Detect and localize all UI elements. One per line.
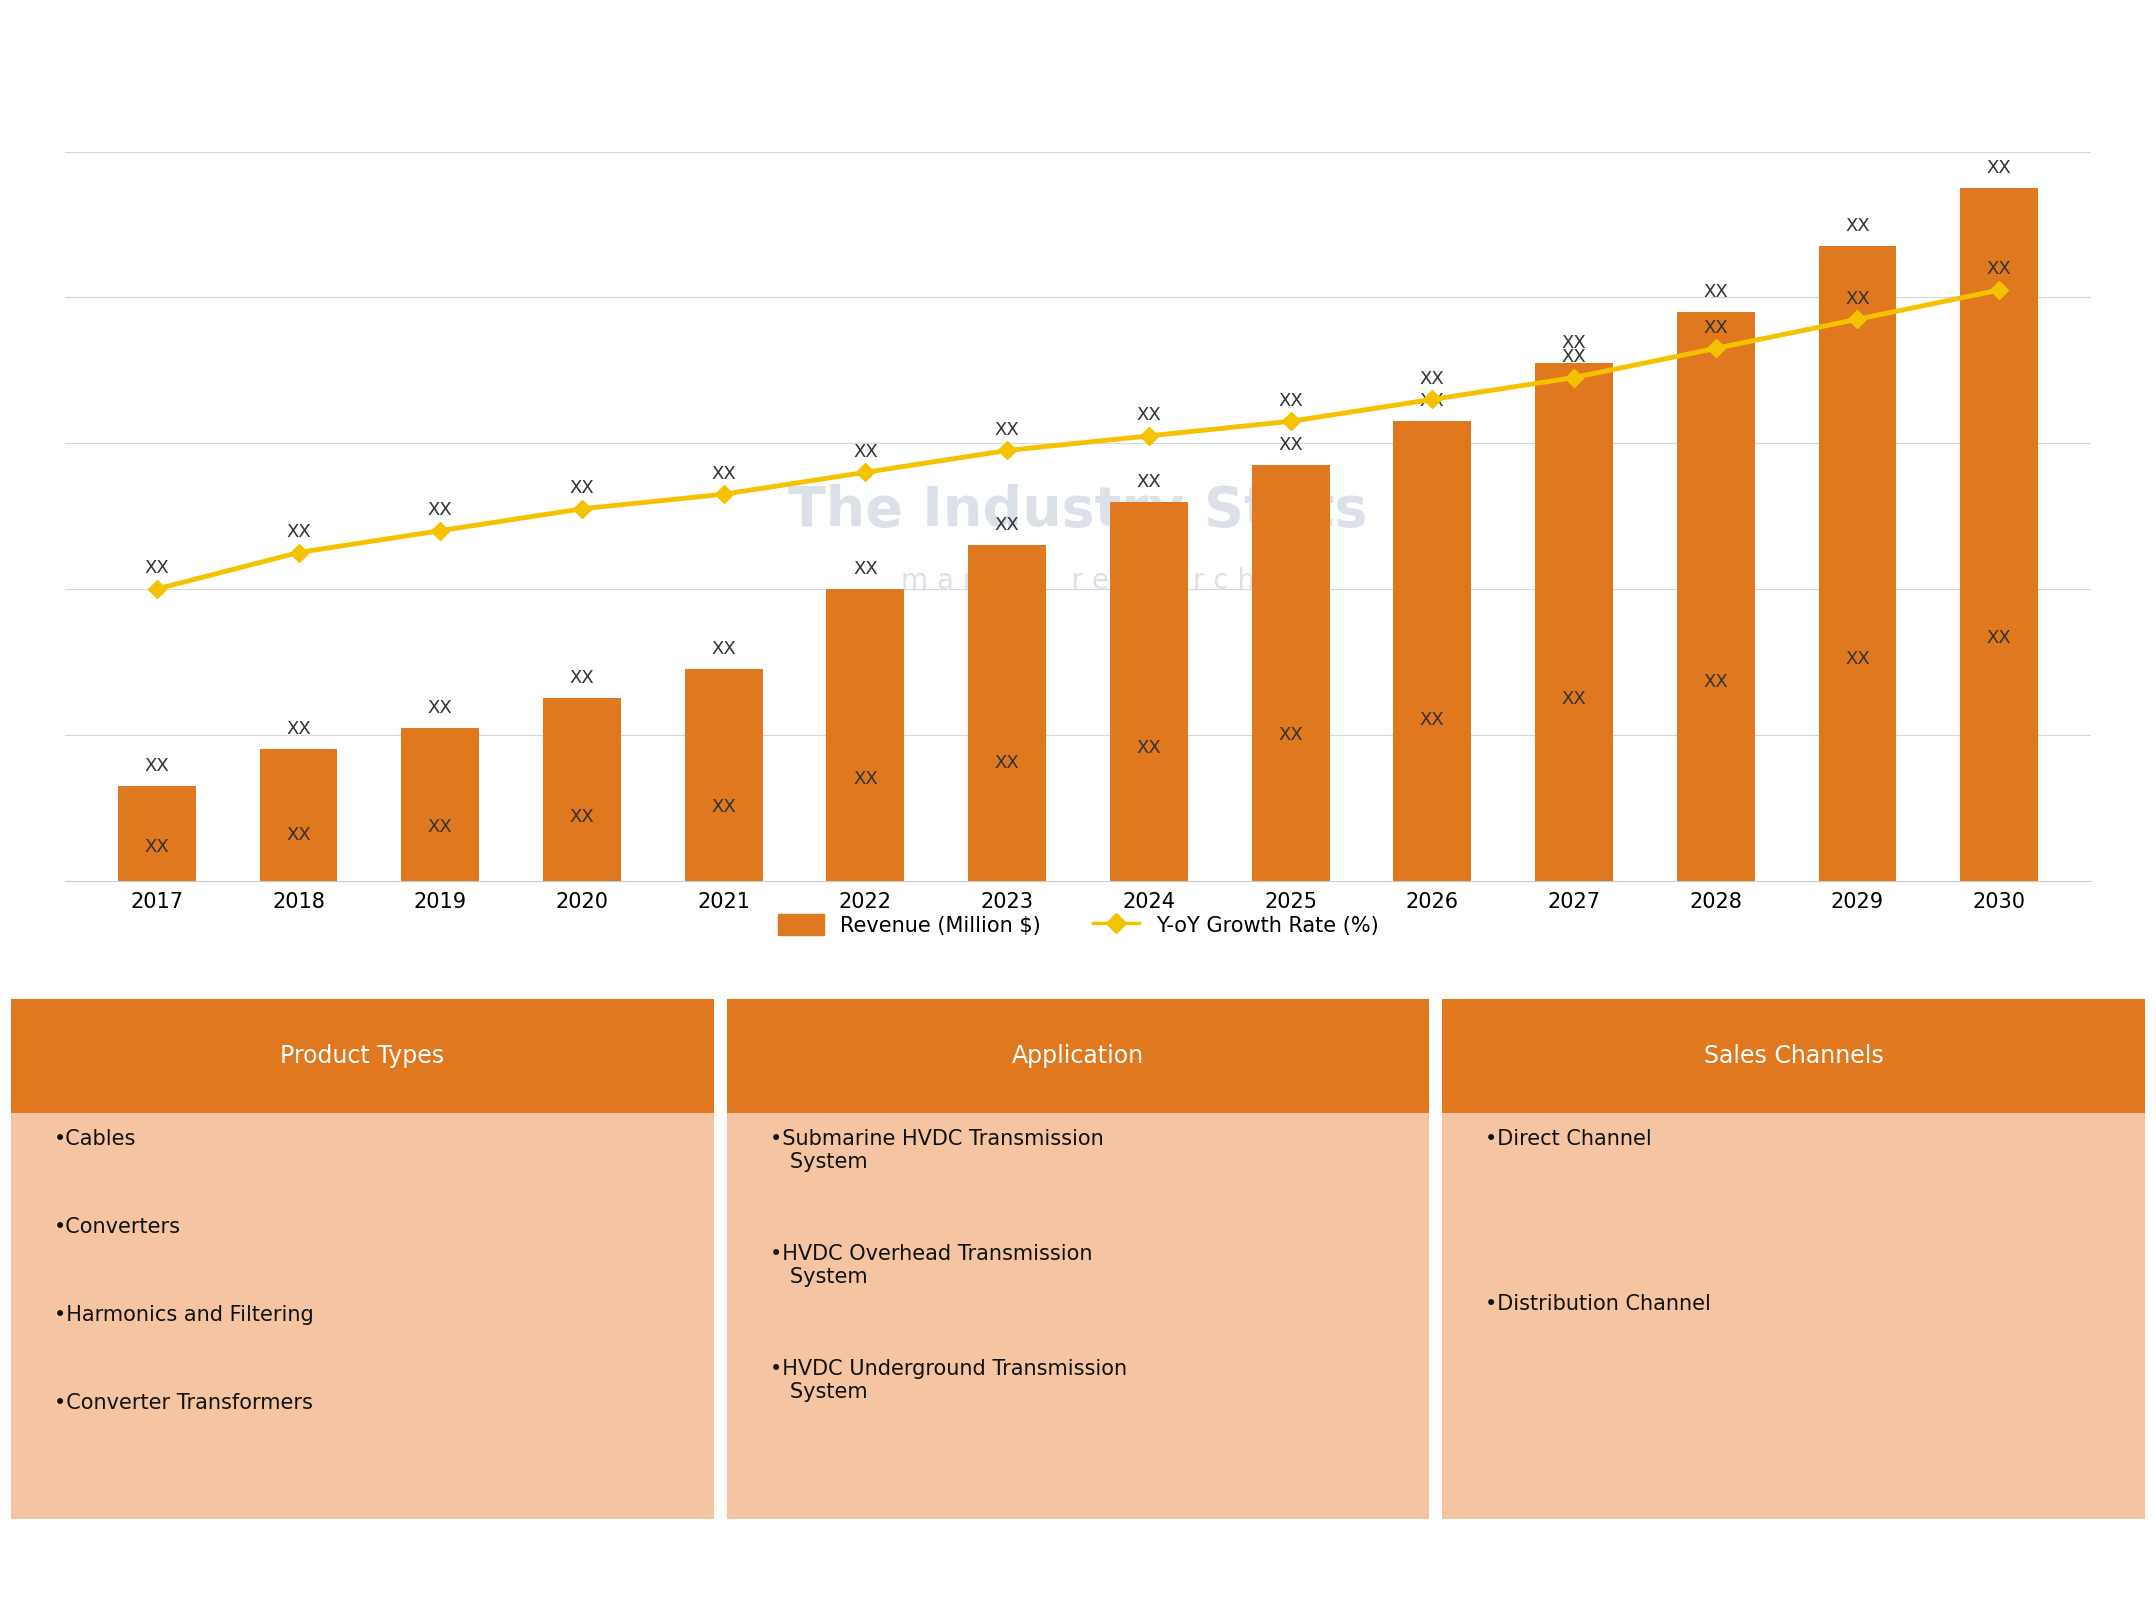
Text: XX: XX [569, 808, 595, 826]
Bar [1535, 363, 1613, 881]
Text: Email: sales@theindustrystats.com: Email: sales@theindustrystats.com [886, 1554, 1270, 1572]
Legend: Revenue (Million $), Y-oY Growth Rate (%): Revenue (Million $), Y-oY Growth Rate (%… [770, 906, 1386, 943]
Text: Sales Channels: Sales Channels [1703, 1045, 1884, 1069]
Bar [1253, 464, 1330, 881]
Bar [259, 749, 338, 881]
Text: XX: XX [854, 561, 877, 579]
Bar [968, 545, 1046, 881]
Text: XX: XX [1988, 630, 2012, 648]
Bar [686, 669, 763, 881]
Text: XX: XX [1988, 159, 2012, 177]
Text: XX: XX [1561, 334, 1587, 352]
Text: XX: XX [427, 699, 453, 717]
Text: The Industry Stats: The Industry Stats [789, 484, 1367, 538]
Text: XX: XX [1136, 472, 1162, 490]
Text: XX: XX [144, 839, 168, 857]
FancyBboxPatch shape [1442, 1000, 2145, 1519]
Text: Application: Application [1011, 1045, 1145, 1069]
Text: XX: XX [711, 797, 735, 816]
Bar [1393, 421, 1470, 881]
Text: XX: XX [711, 464, 735, 482]
Text: XX: XX [427, 818, 453, 836]
Text: Website: www.theindustrystats.com: Website: www.theindustrystats.com [1714, 1554, 2113, 1572]
Text: Product Types: Product Types [280, 1045, 444, 1069]
FancyBboxPatch shape [11, 1000, 714, 1519]
Text: XX: XX [1846, 217, 1869, 235]
Text: •HVDC Underground Transmission
   System: •HVDC Underground Transmission System [770, 1360, 1128, 1401]
FancyBboxPatch shape [1442, 1000, 2145, 1114]
Text: XX: XX [994, 516, 1020, 534]
Bar [119, 786, 196, 881]
Text: XX: XX [1421, 392, 1445, 410]
Bar [1818, 246, 1897, 881]
Text: XX: XX [1279, 392, 1302, 410]
Text: XX: XX [1703, 318, 1729, 337]
Text: m a r k e t   r e s e a r c h: m a r k e t r e s e a r c h [901, 567, 1255, 596]
Text: •Direct Channel: •Direct Channel [1485, 1130, 1651, 1149]
Text: XX: XX [1421, 710, 1445, 730]
Text: •Cables: •Cables [54, 1130, 136, 1149]
Text: XX: XX [854, 770, 877, 787]
Text: XX: XX [1988, 260, 2012, 278]
Text: •Distribution Channel: •Distribution Channel [1485, 1294, 1712, 1315]
Text: XX: XX [569, 670, 595, 688]
Text: XX: XX [1846, 649, 1869, 667]
Text: XX: XX [287, 720, 310, 739]
Text: XX: XX [1703, 673, 1729, 691]
Text: •HVDC Overhead Transmission
   System: •HVDC Overhead Transmission System [770, 1244, 1093, 1287]
Text: XX: XX [1561, 347, 1587, 366]
Text: •Harmonics and Filtering: •Harmonics and Filtering [54, 1305, 313, 1326]
Text: XX: XX [994, 421, 1020, 439]
FancyBboxPatch shape [11, 1000, 714, 1114]
Text: XX: XX [994, 754, 1020, 773]
Text: •Converter Transformers: •Converter Transformers [54, 1393, 313, 1414]
Text: XX: XX [569, 479, 595, 497]
Text: XX: XX [854, 442, 877, 461]
Text: XX: XX [1279, 726, 1302, 744]
Text: XX: XX [427, 501, 453, 519]
Text: XX: XX [1279, 435, 1302, 455]
Text: •Converters: •Converters [54, 1216, 181, 1237]
Bar [1677, 312, 1755, 881]
Text: •Submarine HVDC Transmission
   System: •Submarine HVDC Transmission System [770, 1130, 1104, 1173]
Text: Source: Theindustrystats Analysis: Source: Theindustrystats Analysis [43, 1554, 418, 1572]
Text: XX: XX [1136, 739, 1162, 757]
Bar [543, 699, 621, 881]
Text: XX: XX [711, 640, 735, 659]
Bar [1110, 501, 1188, 881]
FancyBboxPatch shape [727, 1000, 1429, 1114]
Text: XX: XX [1703, 283, 1729, 301]
Bar [826, 590, 903, 881]
Text: XX: XX [144, 757, 168, 775]
Text: XX: XX [1561, 691, 1587, 709]
Text: XX: XX [1136, 407, 1162, 424]
Text: XX: XX [1421, 370, 1445, 387]
Bar [1960, 188, 2037, 881]
Text: Fig. Global High Voltage Direct Current Transmission Systems Market Status and O: Fig. Global High Voltage Direct Current … [32, 34, 1363, 59]
Text: XX: XX [144, 559, 168, 577]
Text: XX: XX [287, 522, 310, 542]
FancyBboxPatch shape [727, 1000, 1429, 1519]
Text: XX: XX [1846, 289, 1869, 307]
Text: XX: XX [287, 826, 310, 844]
Bar [401, 728, 479, 881]
